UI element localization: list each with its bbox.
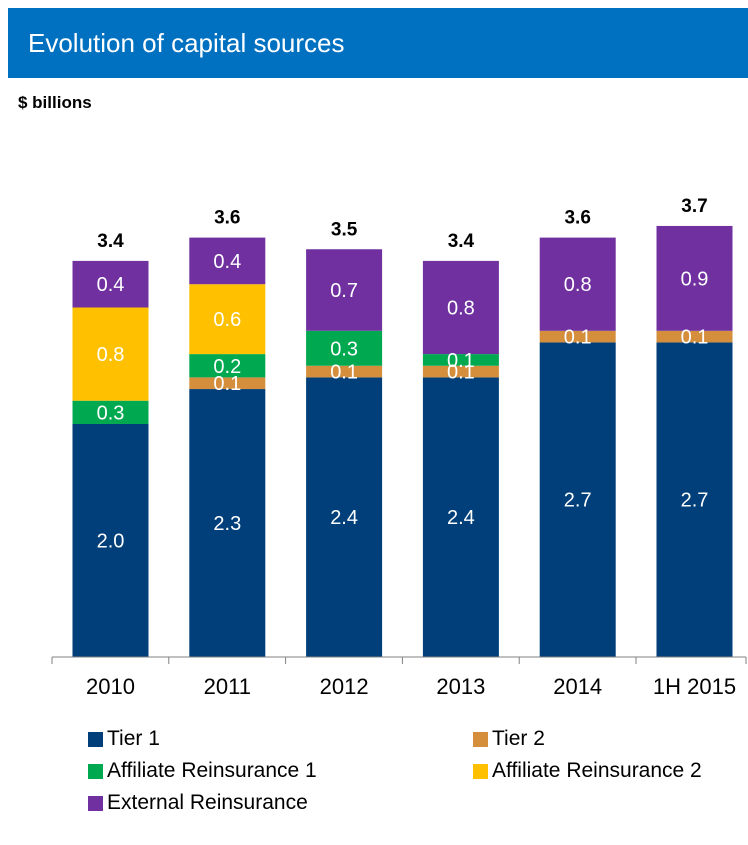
data-label: 0.1 [213, 373, 241, 395]
total-label: 3.6 [214, 208, 240, 229]
bar-segment-tier2-5 [656, 330, 733, 343]
legend-swatch [88, 763, 103, 779]
stacked-bar-chart: 2.00.30.80.43.42.30.10.20.60.43.62.40.10… [51, 196, 747, 699]
bar-segment-external-0 [72, 260, 149, 308]
bar-segment-tier2-2 [306, 365, 383, 378]
x-tick-label: 2012 [320, 674, 369, 699]
total-label: 3.4 [448, 231, 475, 252]
bar-segment-tier1-1 [189, 389, 266, 657]
legend-item-tier1: Tier 1 [88, 727, 160, 751]
chart-title: Evolution of capital sources [28, 28, 345, 58]
legend-label: Tier 2 [492, 727, 545, 750]
bar-segment-affiliate1-2 [306, 330, 383, 366]
data-label: 0.3 [97, 402, 125, 424]
bar-segment-tier2-4 [539, 330, 616, 343]
bar-segment-tier1-3 [422, 377, 499, 657]
bar-segment-affiliate1-3 [422, 354, 499, 366]
bars-group [72, 225, 733, 657]
x-tick-label: 2011 [204, 674, 251, 699]
data-label: 2.0 [97, 531, 125, 553]
legend-swatch [473, 731, 488, 747]
x-tick-label: 2014 [553, 674, 602, 699]
data-label: 2.4 [330, 507, 358, 529]
total-label: 3.5 [331, 219, 358, 240]
data-label: 2.7 [681, 490, 709, 512]
bar-segment-external-1 [189, 237, 266, 285]
bar-segment-tier1-5 [656, 342, 733, 657]
bar-segment-affiliate1-0 [72, 400, 149, 424]
bar-segment-tier2-1 [189, 377, 266, 390]
bar-segment-tier1-2 [306, 377, 383, 657]
data-label: 0.2 [213, 356, 241, 378]
data-label: 0.6 [213, 309, 241, 331]
x-tick-label: 2010 [86, 674, 135, 699]
data-label: 2.3 [213, 513, 241, 535]
data-label: 0.1 [447, 350, 475, 372]
legend-item-external: External Reinsurance [88, 791, 308, 815]
data-label: 2.4 [447, 507, 475, 529]
x-axis: 2010 2011 2012 2013 2014 1H 2015 [51, 656, 747, 699]
data-label: 0.1 [447, 362, 475, 384]
bar-segment-external-3 [422, 260, 499, 355]
data-label: 2.7 [564, 490, 592, 512]
legend-label: External Reinsurance [107, 791, 308, 814]
title-banner: Evolution of capital sources [8, 8, 748, 78]
data-label: 0.4 [213, 251, 241, 273]
data-label: 0.8 [97, 344, 125, 366]
bar-segment-external-4 [539, 237, 616, 331]
total-label: 3.6 [564, 208, 590, 229]
bar-segment-tier1-4 [539, 342, 616, 657]
legend-label: Tier 1 [107, 727, 160, 750]
bar-segment-tier1-0 [72, 424, 149, 657]
data-label: 0.4 [97, 274, 125, 296]
bar-segment-affiliate2-0 [72, 307, 149, 401]
labels-group: 2.00.30.80.43.42.30.10.20.60.43.62.40.10… [97, 196, 709, 553]
x-tick-label: 1H 2015 [653, 674, 736, 699]
legend-swatch [88, 731, 103, 747]
legend-label: Affiliate Reinsurance 2 [492, 759, 702, 782]
bar-segment-external-5 [656, 225, 733, 331]
bar-segment-affiliate2-1 [189, 284, 266, 355]
legend-item-affiliate2: Affiliate Reinsurance 2 [473, 759, 702, 783]
data-label: 0.7 [330, 280, 358, 302]
data-label: 0.8 [564, 274, 592, 296]
x-tick-label: 2013 [436, 674, 485, 699]
total-label: 3.7 [681, 196, 707, 217]
total-label: 3.4 [97, 231, 124, 252]
units-label: $ billions [18, 93, 92, 112]
legend-label: Affiliate Reinsurance 1 [107, 759, 317, 782]
data-label: 0.1 [564, 327, 592, 349]
data-label: 0.8 [447, 298, 475, 320]
data-label: 0.1 [330, 362, 358, 384]
legend-item-affiliate1: Affiliate Reinsurance 1 [88, 759, 317, 783]
legend-item-tier2: Tier 2 [473, 727, 545, 751]
bar-segment-affiliate1-1 [189, 354, 266, 378]
data-label: 0.3 [330, 338, 358, 360]
data-label: 0.9 [681, 268, 709, 290]
legend-swatch [88, 795, 103, 811]
legend-swatch [473, 763, 488, 779]
bar-segment-tier2-3 [422, 365, 499, 378]
data-label: 0.1 [681, 327, 709, 349]
bar-segment-external-2 [306, 249, 383, 331]
